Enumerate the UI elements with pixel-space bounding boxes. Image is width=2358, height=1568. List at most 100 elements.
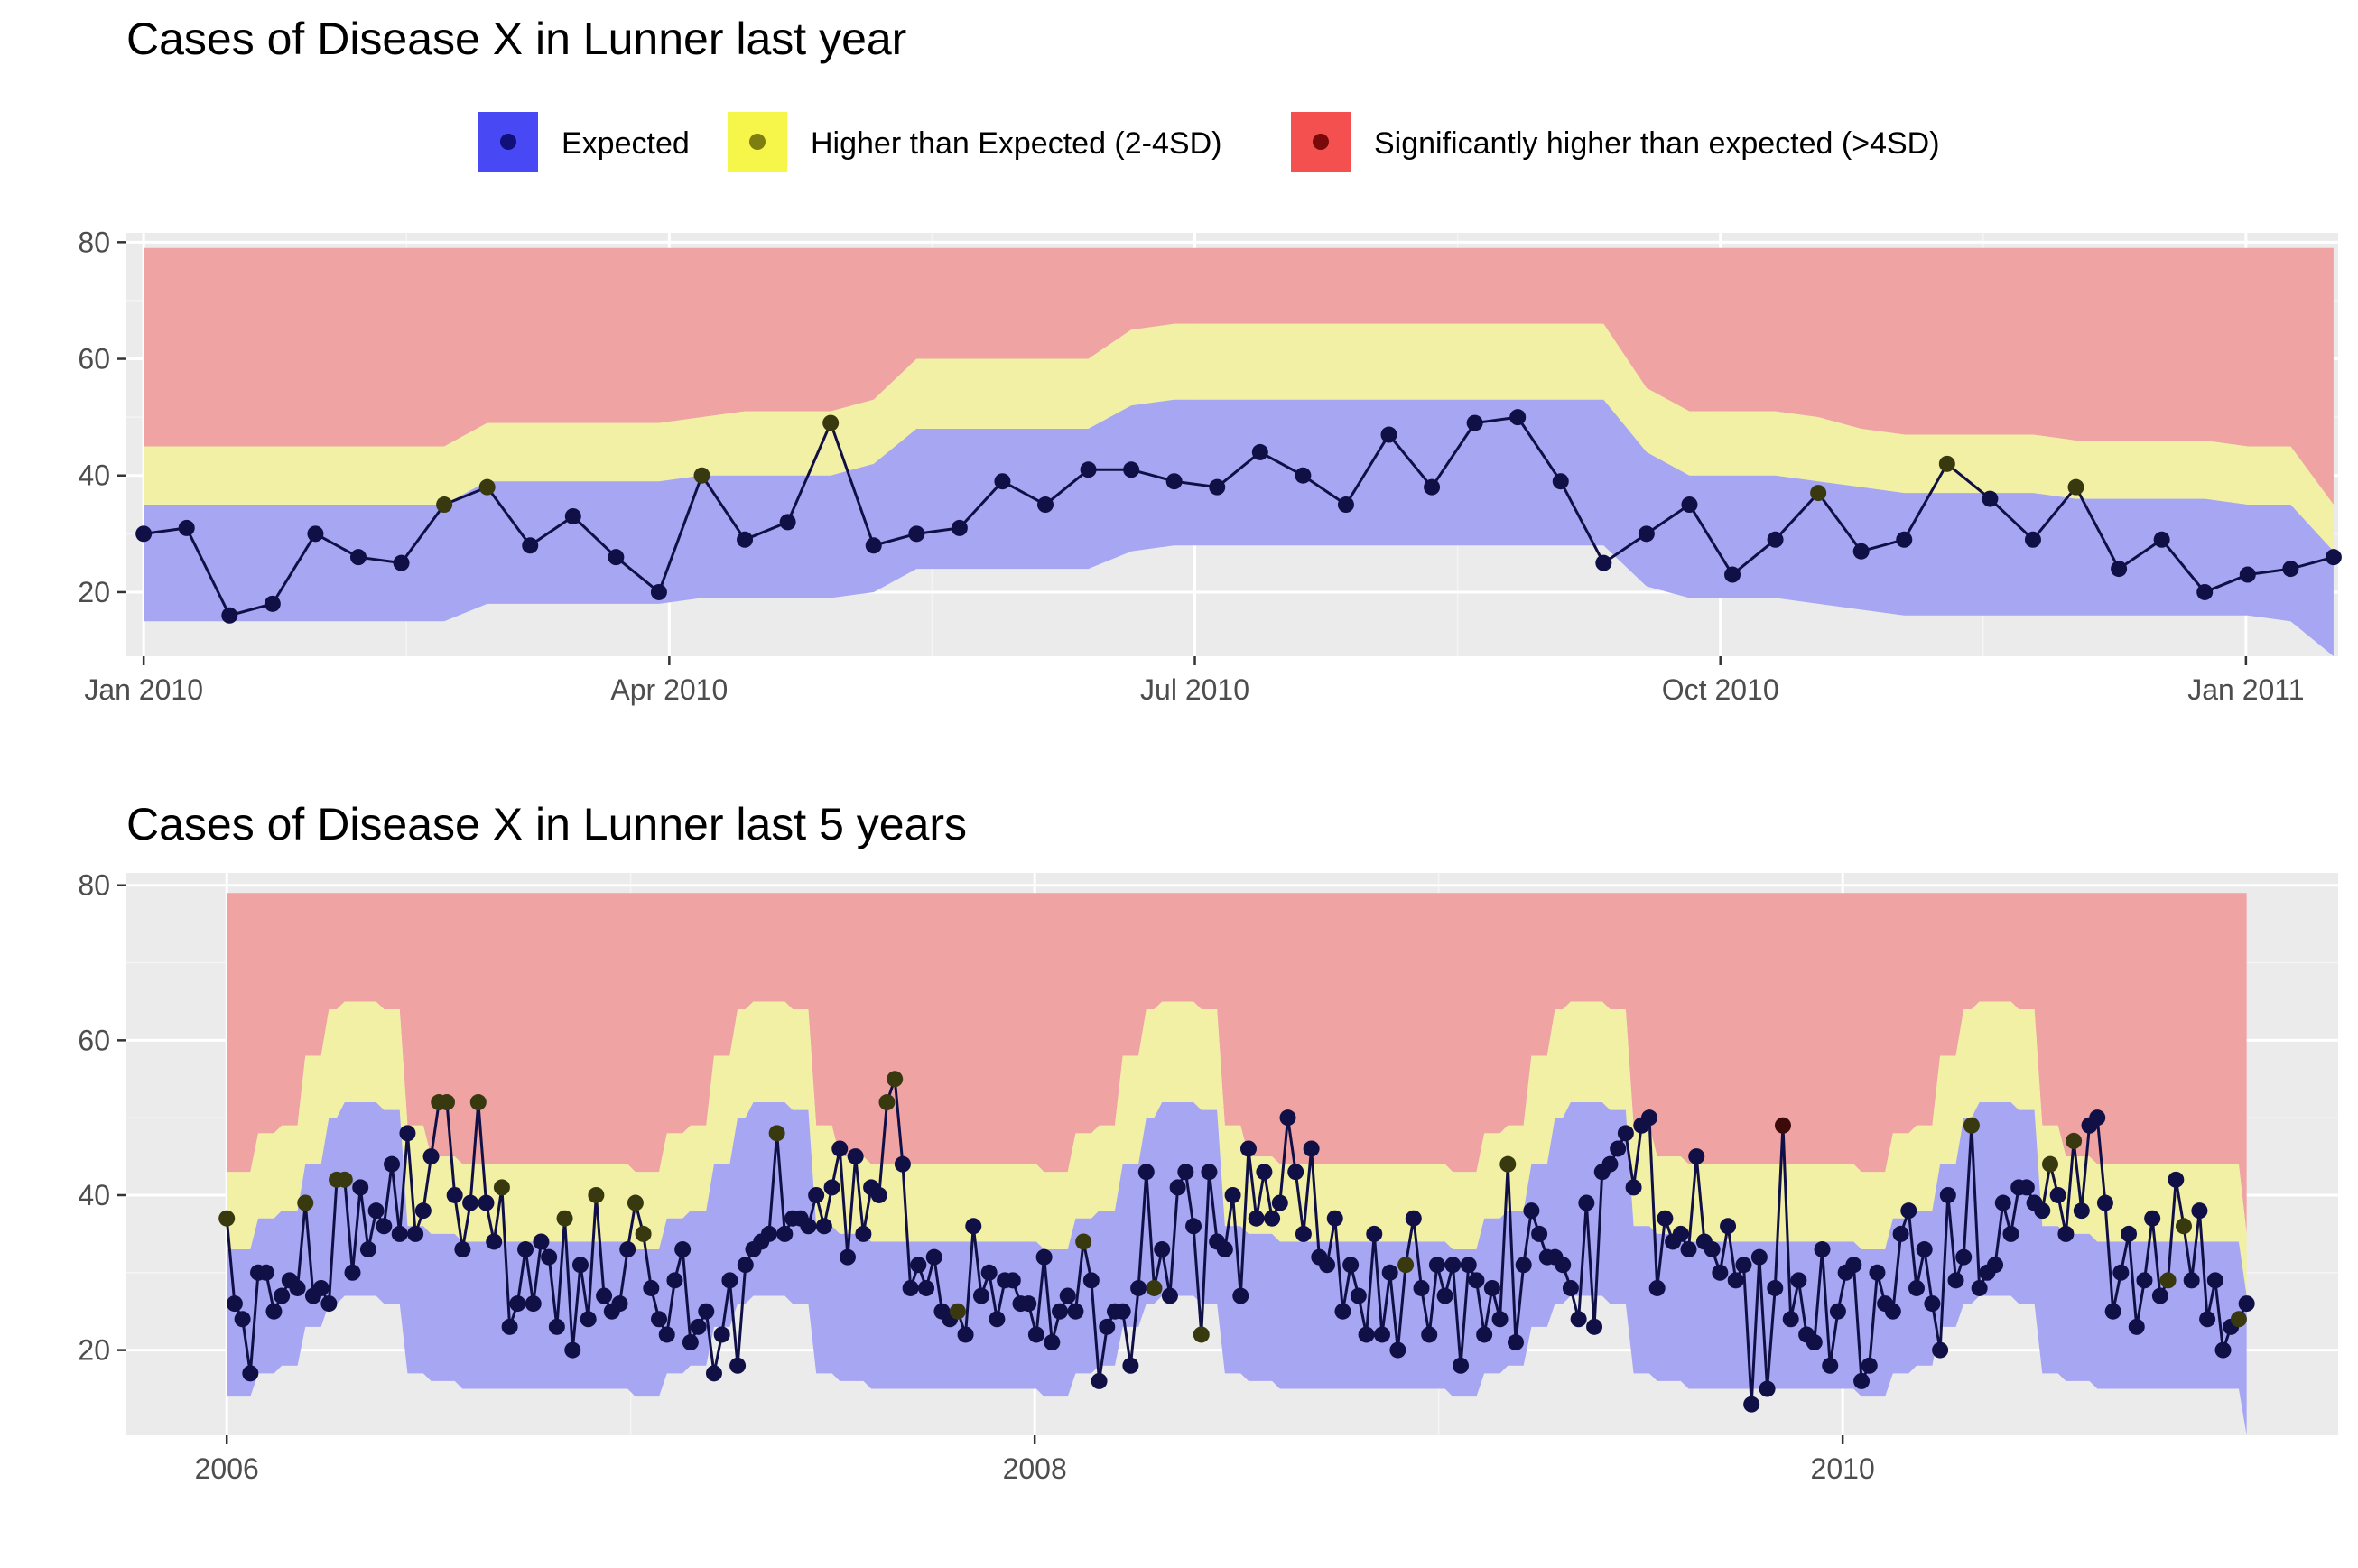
data-point [760,1225,777,1242]
data-point [965,1218,982,1235]
band-higher [227,1001,2247,1296]
data-point [1091,1372,1108,1389]
data-point [980,1264,998,1281]
data-point [2104,1303,2121,1320]
data-point [1743,1396,1760,1413]
data-point [713,1326,730,1343]
data-point [1938,455,1955,472]
data-point [1295,467,1312,484]
data-point [1209,478,1226,496]
data-point [1963,1117,1980,1134]
y-tick-label: 60 [78,1024,110,1056]
data-point [376,1218,393,1235]
data-point [2282,561,2299,578]
data-point [2325,549,2342,566]
data-point [1080,461,1097,478]
data-point [1380,426,1397,443]
data-point [1358,1326,1375,1343]
data-point [2153,531,2170,548]
data-point [2206,1272,2223,1289]
data-point [1750,1248,1768,1266]
data-point [608,549,625,566]
data-point [1924,1295,1941,1313]
data-point [588,1186,605,1203]
data-point [1971,1279,1988,1296]
data-point [393,554,410,571]
data-point [815,1218,832,1235]
data-point [312,1279,330,1296]
data-point [1279,1109,1296,1127]
data-point [1483,1279,1500,1296]
data-point [779,514,796,531]
data-point [643,1279,660,1296]
data-point [1994,1194,2011,1211]
y-tick-label: 20 [78,1334,110,1367]
legend-label-expected: Expected [562,126,690,161]
legend-label-higher: Higher than Expected (2-4SD) [811,126,1221,161]
data-point [1397,1257,1415,1274]
data-point [627,1194,644,1211]
data-point [556,1210,573,1227]
data-point [674,1241,692,1258]
x-tick-label: Apr 2010 [610,673,728,706]
data-point [2239,566,2256,583]
data-point [1114,1303,1131,1320]
data-point [1381,1264,1398,1281]
data-point [776,1225,794,1242]
data-point [611,1295,628,1313]
data-point [2214,1341,2232,1359]
legend-item-expected: Expected [478,112,690,172]
data-point [2024,531,2041,548]
data-point [541,1248,558,1266]
data-point [2128,1318,2145,1335]
data-point [1845,1257,1862,1274]
x-tick-label: 2006 [195,1452,259,1485]
data-point [297,1194,314,1211]
data-point [1578,1194,1595,1211]
data-point [1822,1357,1839,1374]
data-point [226,1295,243,1313]
data-point [666,1272,683,1289]
data-point [1137,1164,1155,1181]
x-tick-label: Jan 2010 [84,673,203,706]
data-point [1499,1155,1517,1173]
data-point [1829,1303,1846,1320]
data-point [399,1125,416,1142]
data-point [414,1202,432,1220]
data-point [1082,1272,1100,1289]
data-point [1712,1264,1729,1281]
data-point [1955,1248,1973,1266]
data-point [887,1071,904,1088]
data-point [1515,1257,1532,1274]
data-point [522,537,539,554]
data-point [436,496,453,514]
data-point [822,414,840,431]
data-point [2168,1171,2185,1188]
data-point [1216,1241,1233,1258]
data-point [1413,1279,1430,1296]
data-point [2057,1225,2075,1242]
data-point [1436,1287,1453,1304]
data-point [1169,1179,1186,1196]
data-point [1099,1318,1116,1335]
data-point [1657,1210,1674,1227]
data-point [1759,1380,1776,1397]
data-point [894,1155,911,1173]
data-point [1507,1334,1524,1351]
data-point [391,1225,408,1242]
data-point [596,1287,613,1304]
data-point [1595,554,1612,571]
panel-last-5-years: 20 40 60 80 2006 2008 2010 [78,869,2338,1485]
data-point [359,1241,376,1258]
data-point [994,473,1011,490]
data-point [1165,473,1183,490]
data-point [957,1326,974,1343]
data-point [1896,531,1913,548]
data-point [1523,1202,1540,1220]
data-point [1648,1279,1666,1296]
data-point [1672,1225,1689,1242]
data-point [307,525,324,543]
data-point [800,1218,817,1235]
data-point [1987,1257,2004,1274]
x-tick-label: Jan 2011 [2187,673,2304,706]
